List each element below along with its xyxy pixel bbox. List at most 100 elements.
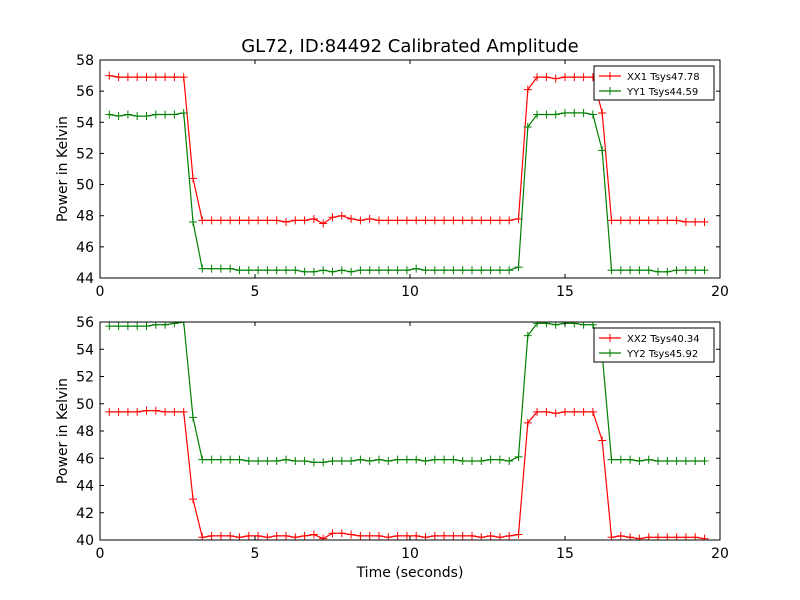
data-point — [282, 266, 290, 275]
data-point — [598, 146, 607, 155]
data-point — [551, 110, 560, 119]
data-point — [430, 531, 439, 540]
data-point — [468, 266, 476, 275]
data-point — [468, 456, 476, 465]
data-point — [123, 407, 132, 416]
x-tick-label: 10 — [401, 284, 419, 300]
data-point — [328, 213, 337, 222]
data-point — [142, 73, 151, 82]
data-point — [226, 455, 235, 464]
data-point — [486, 531, 495, 540]
data-point — [533, 110, 542, 119]
data-point — [161, 110, 170, 119]
data-point — [523, 331, 532, 340]
data-point — [672, 456, 681, 465]
data-point — [561, 108, 569, 117]
data-point — [114, 322, 123, 331]
data-point — [384, 456, 393, 465]
data-point — [598, 436, 607, 445]
data-point — [402, 216, 411, 225]
data-point — [254, 456, 263, 465]
data-point — [486, 216, 495, 225]
data-point — [123, 322, 132, 331]
data-point — [542, 73, 551, 82]
data-point — [477, 266, 486, 275]
data-point — [254, 266, 263, 275]
data-point — [328, 456, 337, 465]
data-point — [365, 266, 374, 275]
data-point — [654, 216, 662, 225]
data-point — [421, 216, 430, 225]
data-point — [235, 216, 244, 225]
data-point — [198, 264, 207, 273]
data-point — [393, 216, 402, 225]
data-point — [282, 531, 290, 540]
series-line-2 — [109, 112, 705, 273]
data-point — [291, 266, 300, 275]
data-point — [393, 531, 402, 540]
data-point — [691, 456, 700, 465]
y-tick-label: 50 — [76, 397, 94, 413]
data-point — [458, 216, 467, 225]
data-point — [635, 456, 644, 465]
data-point — [291, 216, 300, 225]
y-tick-label: 48 — [76, 424, 94, 440]
x-tick-label: 5 — [251, 284, 260, 300]
data-point — [514, 452, 523, 461]
data-point — [198, 455, 207, 464]
data-point — [412, 216, 421, 225]
data-point — [579, 407, 588, 416]
data-point — [468, 216, 476, 225]
data-point — [570, 73, 579, 82]
data-point — [533, 322, 542, 328]
data-point — [254, 216, 263, 225]
data-point — [161, 73, 170, 82]
data-point — [375, 455, 383, 464]
y-tick-label: 44 — [76, 479, 94, 495]
data-point — [263, 266, 272, 275]
legend-box — [593, 327, 715, 363]
data-point — [254, 531, 263, 540]
data-point — [282, 455, 290, 464]
legend-swatch-marker — [606, 72, 614, 80]
data-point — [319, 534, 328, 540]
data-point — [291, 456, 300, 465]
data-point — [449, 266, 458, 275]
data-point — [309, 267, 318, 276]
data-point — [570, 407, 579, 416]
data-point — [505, 456, 514, 465]
data-point — [347, 456, 356, 465]
data-point — [347, 214, 356, 223]
data-point — [588, 110, 597, 119]
data-point — [458, 266, 467, 275]
data-point — [189, 495, 197, 504]
data-point — [337, 456, 346, 465]
data-point — [468, 531, 476, 540]
y-tick-label: 46 — [76, 240, 94, 256]
data-point — [207, 455, 216, 464]
x-tick-label: 5 — [251, 546, 260, 562]
data-point — [505, 531, 514, 540]
data-point — [105, 110, 114, 119]
data-point — [588, 407, 597, 416]
data-point — [430, 455, 439, 464]
data-point — [151, 110, 160, 119]
data-point — [123, 110, 132, 119]
data-point — [105, 322, 114, 331]
data-point — [170, 110, 179, 119]
data-point — [133, 73, 142, 82]
data-point — [207, 216, 216, 225]
data-point — [598, 108, 607, 117]
data-point — [402, 455, 411, 464]
data-point — [356, 266, 365, 275]
data-point — [337, 211, 346, 220]
data-point — [458, 531, 467, 540]
data-point — [626, 455, 635, 464]
data-point — [672, 216, 681, 225]
legend-swatch-marker — [606, 334, 614, 342]
data-point — [654, 456, 662, 465]
data-point — [114, 112, 123, 121]
data-point — [514, 263, 523, 272]
data-point — [337, 529, 346, 538]
y-tick-label: 56 — [76, 315, 94, 331]
